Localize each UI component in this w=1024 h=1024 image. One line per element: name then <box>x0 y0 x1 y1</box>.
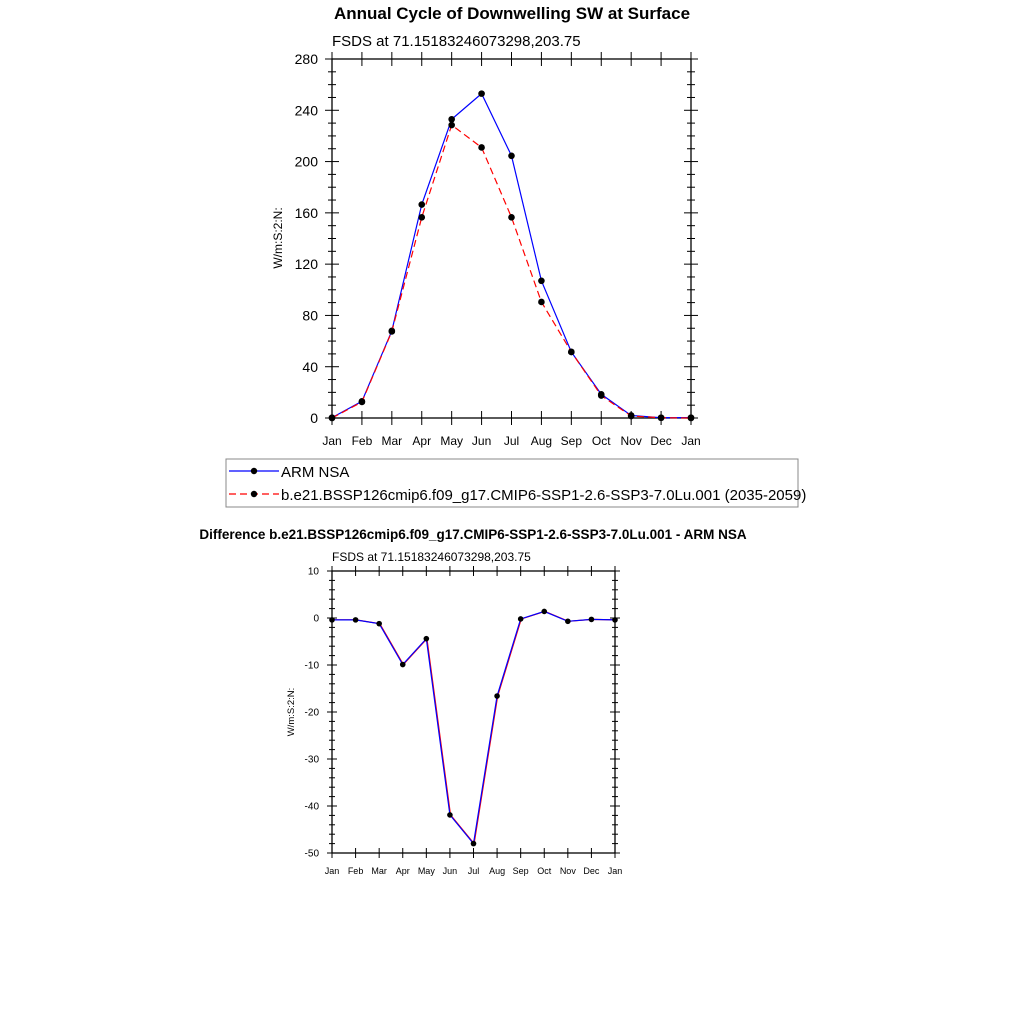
top-plot: 0 40 80 120 160 200 240 280 Jan Feb Mar Apr May Jun Ju… <box>295 51 701 448</box>
y-tick-label: -40 <box>305 802 320 813</box>
y-tick-label: 10 <box>308 567 320 578</box>
series-line-0 <box>332 610 616 846</box>
y-tick-label: 80 <box>302 307 318 323</box>
x-tick-label: Oct <box>537 866 552 876</box>
y-tick-label: 120 <box>295 256 319 272</box>
data-point-0 <box>352 617 359 623</box>
plot-frame <box>331 58 692 419</box>
x-tick-label: Sep <box>513 866 529 876</box>
data-point-0 <box>565 618 571 625</box>
data-point-0 <box>508 152 515 160</box>
x-tick-label: Jan <box>681 434 700 448</box>
series-line-underlay <box>332 610 616 846</box>
x-tick-label: Nov <box>620 434 641 448</box>
legend-box <box>225 458 799 508</box>
x-tick-label: Jan <box>325 866 340 876</box>
x-tick-label: Aug <box>489 866 505 876</box>
data-point-1 <box>448 121 455 129</box>
x-tick-label: Mar <box>381 434 402 448</box>
x-tick-label: Mar <box>371 866 387 876</box>
data-point-1 <box>418 214 426 221</box>
x-tick-label: Jul <box>504 434 519 448</box>
series-line-0 <box>331 92 692 419</box>
x-tick-label: Jan <box>322 434 341 448</box>
x-tick-label: Feb <box>348 866 364 876</box>
diff-chart-title: Difference b.e21.BSSP126cmip6.f09_g17.CM… <box>199 527 746 542</box>
x-tick-label: Jan <box>608 866 623 876</box>
data-point-0 <box>376 620 382 627</box>
data-point-1 <box>597 392 605 399</box>
plot-frame <box>331 570 616 854</box>
series-line-1 <box>331 124 692 419</box>
y-tick-label: -50 <box>305 849 320 860</box>
data-point-1 <box>478 144 485 151</box>
x-tick-label: Dec <box>650 434 671 448</box>
data-point-1 <box>538 298 545 306</box>
diff-y-axis-label: W/m:S:2:N: <box>286 688 297 737</box>
y-tick-label: 0 <box>310 410 318 426</box>
y-tick-label: 200 <box>295 154 319 170</box>
data-point-1 <box>568 348 575 356</box>
data-point-0 <box>517 616 524 622</box>
x-tick-label: Jul <box>468 866 480 876</box>
legend: ARM NSA b.e21.BSSP126cmip6.f09_g17.CMIP6… <box>225 458 806 508</box>
y-tick-label: -30 <box>305 755 320 766</box>
data-point-0 <box>588 616 595 623</box>
x-tick-label: Oct <box>592 434 611 448</box>
x-tick-label: Aug <box>531 434 552 448</box>
y-tick-label: 160 <box>295 205 319 221</box>
y-tick-label: 280 <box>295 51 319 67</box>
x-tick-label: Apr <box>412 434 431 448</box>
data-point-1 <box>358 398 366 406</box>
data-point-1 <box>328 414 336 422</box>
x-tick-label: May <box>418 866 436 876</box>
legend-label-arm: ARM NSA <box>281 464 349 481</box>
difference-plot: -50 -40 -30 -20 -10 0 10 Jan Feb Mar Apr May Jun Jul A… <box>305 566 623 876</box>
x-tick-label: Apr <box>396 866 410 876</box>
data-point-1 <box>508 214 515 221</box>
data-point-0 <box>612 617 618 623</box>
legend-label-model: b.e21.BSSP126cmip6.f09_g17.CMIP6-SSP1-2.… <box>281 487 806 504</box>
x-tick-label: Jun <box>472 434 491 448</box>
y-axis-label: W/m:S:2:N: <box>271 207 285 268</box>
data-point-1 <box>627 412 635 420</box>
x-tick-label: Jun <box>443 866 458 876</box>
x-tick-label: Dec <box>583 866 600 876</box>
chart-title: Annual Cycle of Downwelling SW at Surfac… <box>334 4 690 23</box>
x-tick-label: May <box>440 434 463 448</box>
data-point-1 <box>388 328 396 335</box>
legend-marker-arm <box>250 467 258 475</box>
y-tick-label: -10 <box>305 661 320 672</box>
y-tick-label: 0 <box>313 614 319 625</box>
data-point-0 <box>538 277 545 285</box>
data-point-1 <box>657 414 665 422</box>
data-point-0 <box>399 661 406 668</box>
data-point-0 <box>470 840 477 847</box>
y-tick-label: 40 <box>302 359 318 375</box>
y-tick-label: -20 <box>305 708 320 719</box>
x-tick-label: Nov <box>560 866 577 876</box>
x-tick-label: Feb <box>352 434 373 448</box>
legend-marker-model <box>250 490 258 498</box>
data-point-0 <box>329 617 335 623</box>
data-point-0 <box>423 635 430 642</box>
y-tick-label: 240 <box>295 102 319 118</box>
data-point-0 <box>541 608 548 615</box>
chart-subtitle: FSDS at 71.15183246073298,203.75 <box>332 33 581 50</box>
data-point-0 <box>418 201 426 208</box>
diff-chart-subtitle: FSDS at 71.15183246073298,203.75 <box>332 550 531 564</box>
data-point-0 <box>448 115 455 123</box>
data-point-1 <box>687 414 695 422</box>
x-tick-label: Sep <box>561 434 583 448</box>
data-point-0 <box>494 693 500 699</box>
data-point-0 <box>478 90 485 97</box>
data-point-0 <box>447 812 453 818</box>
